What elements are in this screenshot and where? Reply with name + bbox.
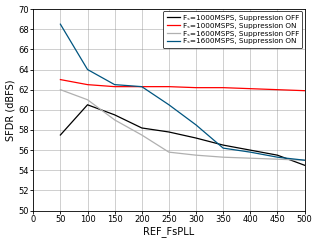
Fₛ=1600MSPS, Suppression OFF xyxy=(86,98,89,101)
Line: Fₛ=1600MSPS, Suppression ON: Fₛ=1600MSPS, Suppression ON xyxy=(60,24,305,160)
Fₛ=1000MSPS, Suppression OFF xyxy=(59,134,62,137)
Fₛ=1000MSPS, Suppression ON xyxy=(248,87,252,90)
Fₛ=1000MSPS, Suppression OFF xyxy=(113,113,117,116)
Line: Fₛ=1000MSPS, Suppression ON: Fₛ=1000MSPS, Suppression ON xyxy=(60,80,305,91)
Fₛ=1600MSPS, Suppression ON xyxy=(248,151,252,154)
Fₛ=1000MSPS, Suppression OFF xyxy=(86,103,89,106)
Line: Fₛ=1600MSPS, Suppression OFF: Fₛ=1600MSPS, Suppression OFF xyxy=(60,90,305,160)
Fₛ=1600MSPS, Suppression OFF xyxy=(113,118,117,121)
Fₛ=1000MSPS, Suppression ON xyxy=(59,78,62,81)
Fₛ=1000MSPS, Suppression OFF xyxy=(303,164,307,167)
Fₛ=1000MSPS, Suppression OFF xyxy=(194,137,198,139)
Fₛ=1000MSPS, Suppression ON xyxy=(221,86,225,89)
Fₛ=1600MSPS, Suppression ON xyxy=(113,83,117,86)
Fₛ=1000MSPS, Suppression ON xyxy=(275,88,279,91)
Fₛ=1000MSPS, Suppression ON xyxy=(86,83,89,86)
Legend: Fₛ=1000MSPS, Suppression OFF, Fₛ=1000MSPS, Suppression ON, Fₛ=1600MSPS, Suppress: Fₛ=1000MSPS, Suppression OFF, Fₛ=1000MSP… xyxy=(163,11,302,48)
Fₛ=1000MSPS, Suppression ON xyxy=(194,86,198,89)
Y-axis label: SFDR (dBFS): SFDR (dBFS) xyxy=(5,79,16,140)
Fₛ=1600MSPS, Suppression ON xyxy=(59,23,62,26)
Line: Fₛ=1000MSPS, Suppression OFF: Fₛ=1000MSPS, Suppression OFF xyxy=(60,105,305,165)
Fₛ=1000MSPS, Suppression OFF xyxy=(275,154,279,157)
X-axis label: REF_FsPLL: REF_FsPLL xyxy=(143,226,195,237)
Fₛ=1600MSPS, Suppression ON xyxy=(167,103,171,106)
Fₛ=1600MSPS, Suppression OFF xyxy=(59,88,62,91)
Fₛ=1600MSPS, Suppression OFF xyxy=(194,154,198,157)
Fₛ=1600MSPS, Suppression OFF xyxy=(275,158,279,161)
Fₛ=1600MSPS, Suppression ON xyxy=(194,123,198,126)
Fₛ=1600MSPS, Suppression OFF xyxy=(248,157,252,160)
Fₛ=1000MSPS, Suppression OFF xyxy=(140,127,144,130)
Fₛ=1600MSPS, Suppression OFF xyxy=(140,134,144,137)
Fₛ=1000MSPS, Suppression OFF xyxy=(248,149,252,152)
Fₛ=1600MSPS, Suppression ON xyxy=(86,68,89,71)
Fₛ=1600MSPS, Suppression ON xyxy=(221,147,225,150)
Fₛ=1600MSPS, Suppression ON xyxy=(275,156,279,159)
Fₛ=1000MSPS, Suppression ON xyxy=(167,85,171,88)
Fₛ=1600MSPS, Suppression OFF xyxy=(221,156,225,159)
Fₛ=1000MSPS, Suppression OFF xyxy=(167,130,171,133)
Fₛ=1600MSPS, Suppression OFF xyxy=(167,151,171,154)
Fₛ=1000MSPS, Suppression ON xyxy=(113,85,117,88)
Fₛ=1000MSPS, Suppression ON xyxy=(140,85,144,88)
Fₛ=1600MSPS, Suppression ON xyxy=(303,159,307,162)
Fₛ=1000MSPS, Suppression OFF xyxy=(221,144,225,147)
Fₛ=1600MSPS, Suppression OFF xyxy=(303,159,307,162)
Fₛ=1600MSPS, Suppression ON xyxy=(140,85,144,88)
Fₛ=1000MSPS, Suppression ON xyxy=(303,89,307,92)
